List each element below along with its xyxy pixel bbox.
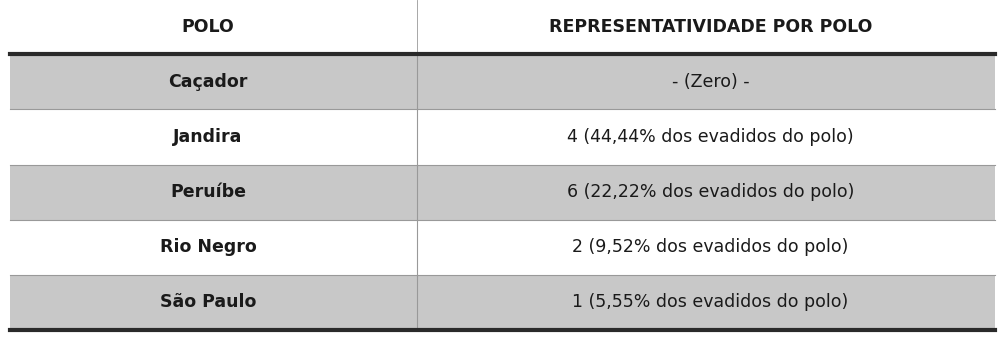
Text: 2 (9,52% dos evadidos do polo): 2 (9,52% dos evadidos do polo)	[573, 238, 848, 256]
Text: REPRESENTATIVIDADE POR POLO: REPRESENTATIVIDADE POR POLO	[549, 18, 872, 36]
Text: - (Zero) -: - (Zero) -	[671, 73, 750, 91]
Bar	[10, 275, 995, 330]
Text: Peruíbe: Peruíbe	[170, 183, 246, 201]
Text: Caçador: Caçador	[169, 73, 247, 91]
Bar	[10, 109, 995, 165]
Bar	[10, 54, 995, 109]
Text: Jandira: Jandira	[173, 128, 243, 146]
Bar	[10, 165, 995, 220]
Bar	[10, 220, 995, 275]
Text: 6 (22,22% dos evadidos do polo): 6 (22,22% dos evadidos do polo)	[567, 183, 854, 201]
Text: 4 (44,44% dos evadidos do polo): 4 (44,44% dos evadidos do polo)	[567, 128, 854, 146]
Text: POLO: POLO	[182, 18, 234, 36]
Text: Rio Negro: Rio Negro	[160, 238, 256, 256]
Text: São Paulo: São Paulo	[160, 293, 256, 311]
Text: 1 (5,55% dos evadidos do polo): 1 (5,55% dos evadidos do polo)	[573, 293, 848, 311]
